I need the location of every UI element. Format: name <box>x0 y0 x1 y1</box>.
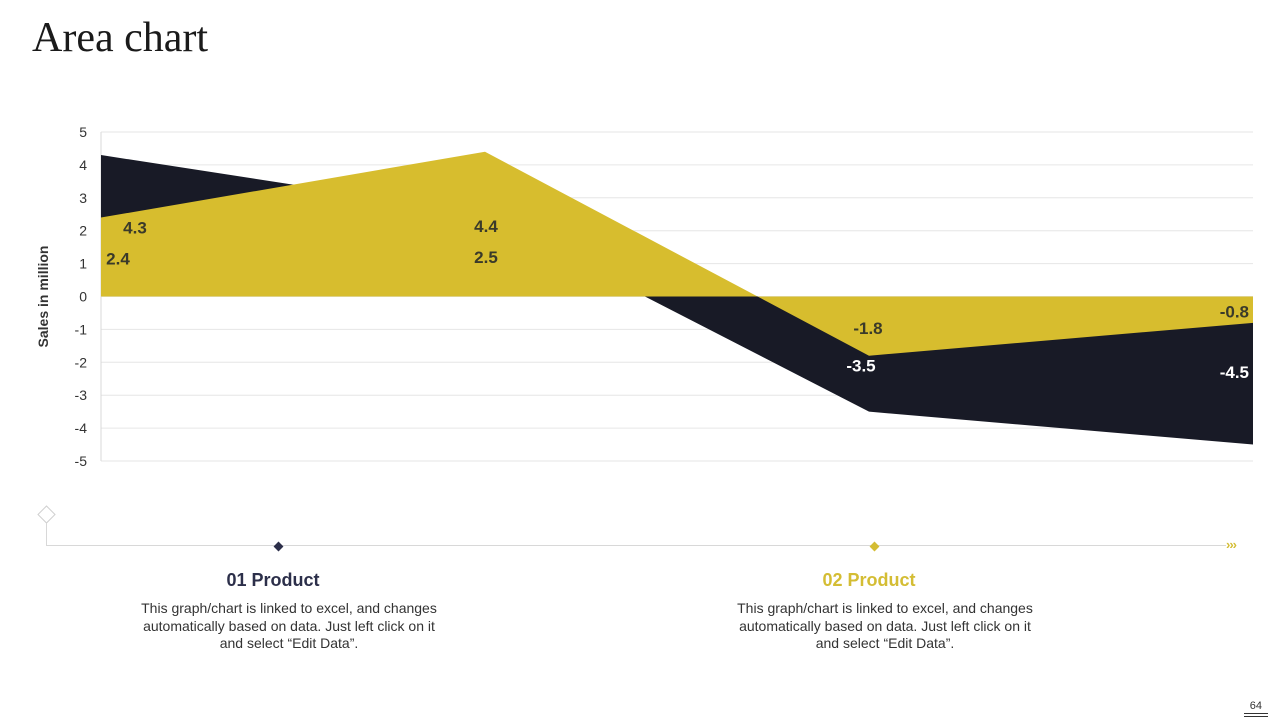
y-tick-label: -4 <box>75 420 88 436</box>
area-chart: 5 4 3 2 1 0 -1 -2 -3 -4 -5 Sales in million 4.3 2.5 -3… <box>35 124 1253 469</box>
y-tick-label: -3 <box>75 387 88 403</box>
page-number-underline <box>1244 716 1268 717</box>
product-1-title: 01 Product <box>113 570 433 591</box>
product-2-label: Product <box>847 570 916 590</box>
timeline-marker-2-icon <box>869 541 880 552</box>
product-2-title: 02 Product <box>709 570 1029 591</box>
y-tick-label: 5 <box>79 124 87 140</box>
timeline-connector <box>46 522 47 546</box>
area-series-2 <box>101 151 1253 356</box>
data-label: 2.5 <box>474 248 498 267</box>
timeline-line <box>46 545 1226 546</box>
product-1-label: Product <box>251 570 320 590</box>
chevrons-right-icon: ››› <box>1226 537 1237 552</box>
y-tick-label: -2 <box>75 354 88 370</box>
product-2-description: This graph/chart is linked to excel, and… <box>737 600 1033 651</box>
y-axis-label: Sales in million <box>35 246 51 348</box>
y-tick-label: 0 <box>79 289 87 305</box>
data-label: -3.5 <box>846 357 875 376</box>
y-tick-label: -1 <box>75 321 88 337</box>
data-label: -4.5 <box>1220 363 1249 382</box>
y-tick-label: 3 <box>79 190 87 206</box>
y-tick-label: 4 <box>79 157 87 173</box>
timeline-start-diamond-icon <box>37 505 56 524</box>
timeline-marker-1-icon <box>273 541 284 552</box>
product-2-number: 02 <box>822 570 843 590</box>
y-tick-label: 2 <box>79 223 87 239</box>
page-number-underline <box>1244 713 1268 714</box>
data-label: -1.8 <box>853 319 882 338</box>
y-tick-label: 1 <box>79 256 87 272</box>
product-1-description: This graph/chart is linked to excel, and… <box>141 600 437 651</box>
data-label: 4.4 <box>474 217 498 236</box>
page-number: 64 <box>1249 700 1262 712</box>
data-label: 4.3 <box>123 218 147 237</box>
data-label: 2.4 <box>106 250 130 269</box>
page-title: Area chart <box>32 15 209 61</box>
product-1-number: 01 <box>226 570 247 590</box>
data-label: -0.8 <box>1220 302 1249 321</box>
y-tick-label: -5 <box>75 453 88 469</box>
